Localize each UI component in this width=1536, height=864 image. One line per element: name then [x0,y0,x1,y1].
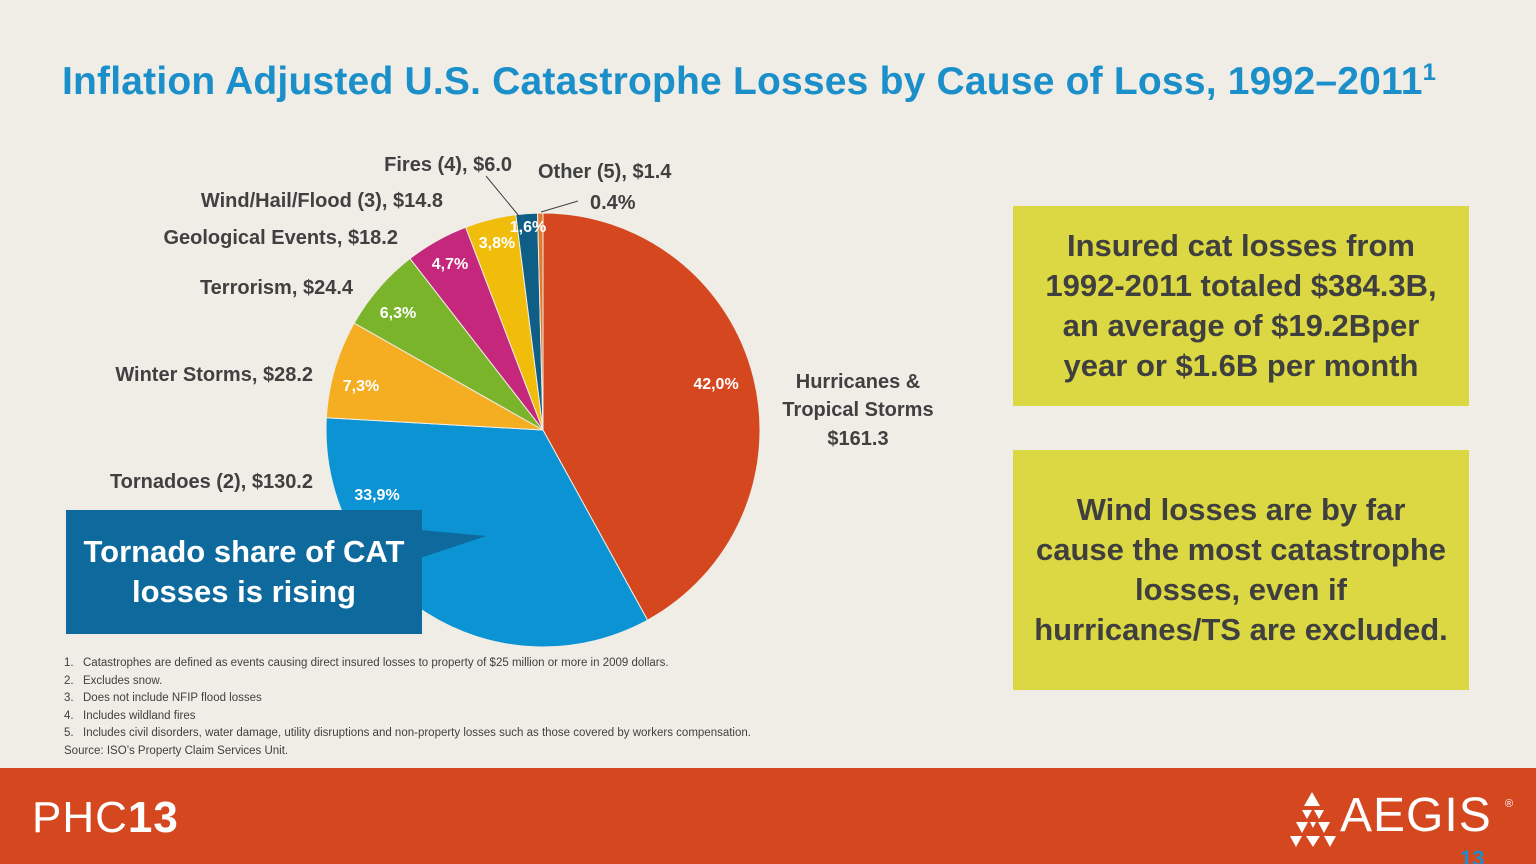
wind-losses-box: Wind losses are by far cause the most ca… [1013,450,1469,690]
label-other-pct: 0.4% [590,192,636,214]
aegis-pyramid-icon [1290,792,1336,847]
pie-pct-label-6: 1,6% [510,219,546,236]
callout-pointer [420,530,486,558]
pie-slice-0 [542,212,761,621]
label-hurricanes-2: Tropical Storms [782,399,933,421]
registered-mark: ® [1505,798,1514,810]
footnote-number: 3. [64,692,74,705]
pie-pct-label-4: 4,7% [432,256,468,273]
footnote-item: 2. Excludes snow. [64,673,964,691]
footnote-number: 1. [64,657,74,669]
pie-slice-2 [325,322,544,431]
footnote-item: 3. Does not include NFIP flood losses [64,690,964,708]
footnote-text: Excludes snow. [83,674,163,687]
label-tornadoes: Tornadoes (2), $130.2 [110,471,313,493]
pie-pct-label-0: 42,0% [693,376,738,393]
total-losses-box: Insured cat losses from 1992-2011 totale… [1013,206,1469,406]
footnote-number: 4. [64,709,74,722]
footnote-text: Catastrophes are defined as events causi… [83,657,669,669]
footnotes: 1. Catastrophes are defined as events cau… [64,655,964,761]
label-windhail: Wind/Hail/Flood (3), $14.8 [201,190,443,212]
title-footnote-ref: 1 [1422,59,1437,86]
fires-leader-line [485,175,520,217]
pie-pct-label-5: 3,8% [479,235,515,252]
phc13-logo: PHC13 [32,793,179,843]
footer-band [0,768,1536,864]
other-leader-line [540,200,579,213]
label-fires: Fires (4), $6.0 [384,154,512,176]
logo-bold: 13 [127,793,179,842]
tornado-callout: Tornado share of CAT losses is rising [66,510,422,634]
pie-pct-label-3: 6,3% [380,305,416,322]
pie-slice-7 [537,212,544,431]
label-other: Other (5), $1.4 [538,161,672,183]
label-hurricanes-3: $161.3 [827,428,888,450]
page-number: 13 [1460,846,1485,864]
label-winter: Winter Storms, $28.2 [115,364,313,386]
page-title-text: Inflation Adjusted U.S. Catastrophe Loss… [62,60,1423,103]
label-geological: Geological Events, $18.2 [163,227,398,249]
footnote-item: 5. Includes civil disorders, water damage… [64,725,964,743]
footnote-text: Includes civil disorders, water damage, … [83,727,751,740]
footnote-item: 1. Catastrophes are defined as events cau… [64,655,964,673]
aegis-wordmark: AEGIS [1340,789,1492,842]
footnote-item: 4. Includes wildland fires [64,708,964,726]
label-terrorism: Terrorism, $24.4 [200,277,354,299]
footnote-text: Includes wildland fires [83,709,196,722]
label-hurricanes-1: Hurricanes & [796,371,921,393]
logo-light: PHC [32,793,128,842]
footnote-text: Does not include NFIP flood losses [83,692,262,705]
footnote-number: 2. [64,674,74,687]
footnote-number: 5. [64,727,74,740]
page-title: Inflation Adjusted U.S. Catastrophe Loss… [62,58,1462,106]
pie-pct-label-2: 7,3% [343,378,379,395]
source-line: Source: ISO’s Property Claim Services Un… [64,744,289,757]
pie-pct-label-1: 33,9% [354,487,399,504]
